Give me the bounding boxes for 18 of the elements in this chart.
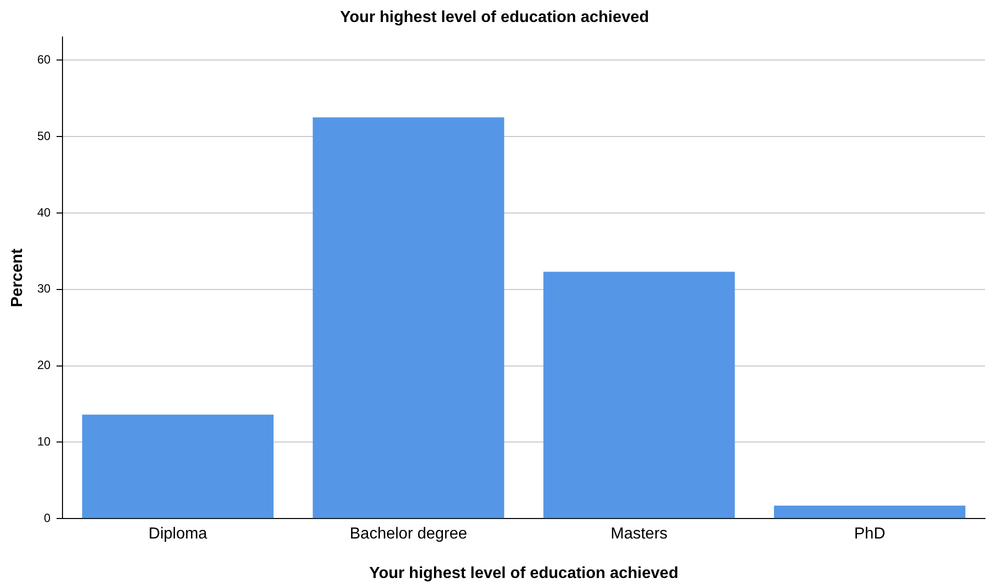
- x-tick-label: Diploma: [148, 526, 208, 543]
- y-tick-label: 0: [44, 510, 51, 525]
- x-axis-title: Your highest level of education achieved: [369, 564, 678, 582]
- y-tick-label: 50: [37, 128, 51, 143]
- bar: [312, 117, 504, 518]
- y-tick-label: 10: [37, 434, 51, 448]
- chart-title: Your highest level of education achieved: [340, 9, 650, 26]
- bar: [543, 272, 735, 518]
- y-tick-label: 60: [37, 52, 51, 66]
- x-tick-label: Bachelor degree: [350, 526, 468, 543]
- y-tick-label: 40: [37, 205, 51, 220]
- x-tick-label: Masters: [610, 526, 668, 543]
- y-axis-title: Percent: [9, 248, 26, 308]
- bar: [82, 414, 274, 518]
- bar: [774, 506, 966, 518]
- y-tick-label: 30: [37, 282, 51, 296]
- x-tick-label: PhD: [854, 526, 886, 543]
- y-tick-label: 20: [37, 358, 51, 372]
